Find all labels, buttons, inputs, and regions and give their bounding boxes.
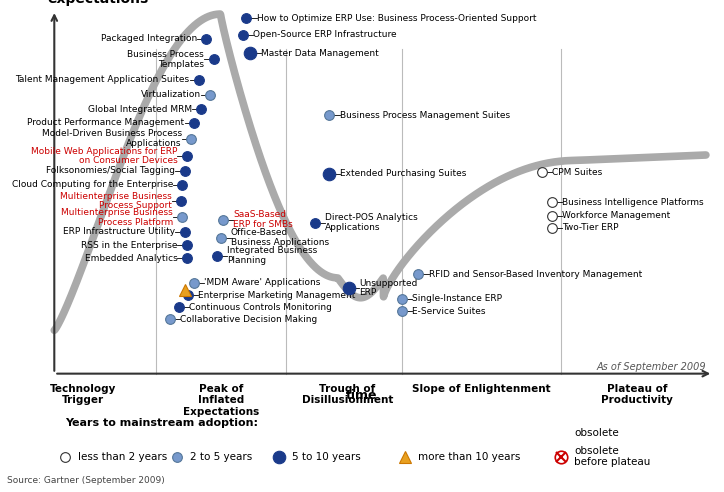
Text: Direct-POS Analytics
Applications: Direct-POS Analytics Applications (325, 213, 418, 232)
Text: Single-Instance ERP: Single-Instance ERP (412, 294, 502, 304)
Text: Business Process Management Suites: Business Process Management Suites (340, 111, 510, 120)
Text: RFID and Sensor-Based Inventory Management: RFID and Sensor-Based Inventory Manageme… (429, 270, 642, 279)
Text: Embedded Analytics: Embedded Analytics (85, 254, 177, 263)
Text: Multienterprise Business
Process Support: Multienterprise Business Process Support (60, 191, 172, 210)
Text: As of September 2009: As of September 2009 (597, 362, 706, 371)
Text: Peak of
Inflated
Expectations: Peak of Inflated Expectations (182, 384, 259, 417)
Text: Global Integrated MRM: Global Integrated MRM (88, 104, 192, 114)
Text: Folksonomies/Social Tagging: Folksonomies/Social Tagging (46, 166, 175, 175)
Text: Unsupported
ERP: Unsupported ERP (359, 278, 418, 297)
Text: Two-Tier ERP: Two-Tier ERP (562, 223, 618, 232)
Text: Workforce Management: Workforce Management (562, 211, 670, 220)
Text: Integrated Business
Planning: Integrated Business Planning (227, 246, 318, 265)
Text: 'MDM Aware' Applications: 'MDM Aware' Applications (204, 278, 321, 287)
Text: Virtualization: Virtualization (140, 90, 201, 99)
Text: Product Performance Management: Product Performance Management (28, 119, 185, 127)
Text: time: time (346, 389, 378, 402)
Text: Plateau of
Productivity: Plateau of Productivity (601, 384, 673, 405)
Text: expectations: expectations (47, 0, 148, 6)
Text: Trough of
Disillusionment: Trough of Disillusionment (302, 384, 393, 405)
Text: SaaS-Based
ERP for SMBs: SaaS-Based ERP for SMBs (233, 211, 293, 229)
Text: Technology
Trigger: Technology Trigger (50, 384, 117, 405)
Text: How to Optimize ERP Use: Business Process-Oriented Support: How to Optimize ERP Use: Business Proces… (257, 14, 536, 23)
Text: Master Data Management: Master Data Management (261, 49, 379, 58)
Text: Office-Based
Business Applications: Office-Based Business Applications (231, 228, 329, 247)
Text: Open-Source ERP Infrastructure: Open-Source ERP Infrastructure (253, 30, 397, 39)
Text: Mobile Web Applications for ERP
on Consumer Devices: Mobile Web Applications for ERP on Consu… (31, 147, 177, 165)
Text: less than 2 years: less than 2 years (78, 452, 167, 462)
Text: Enterprise Marketing Management: Enterprise Marketing Management (198, 291, 355, 300)
Text: RSS in the Enterprise: RSS in the Enterprise (81, 241, 177, 249)
Text: more than 10 years: more than 10 years (418, 452, 521, 462)
Text: Business Intelligence Platforms: Business Intelligence Platforms (562, 198, 704, 207)
Text: 5 to 10 years: 5 to 10 years (292, 452, 361, 462)
Text: Model-Driven Business Process
Applications: Model-Driven Business Process Applicatio… (41, 129, 182, 148)
Text: Packaged Integration: Packaged Integration (101, 34, 197, 43)
Text: Source: Gartner (September 2009): Source: Gartner (September 2009) (7, 476, 165, 485)
Text: Cloud Computing for the Enterprise: Cloud Computing for the Enterprise (12, 180, 173, 189)
Text: Continuous Controls Monitoring: Continuous Controls Monitoring (189, 303, 332, 311)
Text: Extended Purchasing Suites: Extended Purchasing Suites (340, 169, 466, 178)
Text: Slope of Enlightenment: Slope of Enlightenment (412, 384, 551, 394)
Text: ERP Infrastructure Utility: ERP Infrastructure Utility (63, 227, 175, 236)
Text: Multienterprise Business
Process Platform: Multienterprise Business Process Platfor… (62, 208, 173, 227)
Text: CPM Suites: CPM Suites (552, 168, 602, 177)
Text: 2 to 5 years: 2 to 5 years (190, 452, 253, 462)
Text: E-Service Suites: E-Service Suites (412, 307, 486, 316)
Text: obsolete: obsolete (574, 429, 619, 438)
Text: Business Process
Templates: Business Process Templates (127, 50, 204, 68)
Text: Talent Management Application Suites: Talent Management Application Suites (15, 75, 190, 84)
Text: obsolete
before plateau: obsolete before plateau (574, 446, 650, 467)
Text: Years to mainstream adoption:: Years to mainstream adoption: (65, 418, 258, 429)
Text: Collaborative Decision Making: Collaborative Decision Making (180, 315, 318, 324)
